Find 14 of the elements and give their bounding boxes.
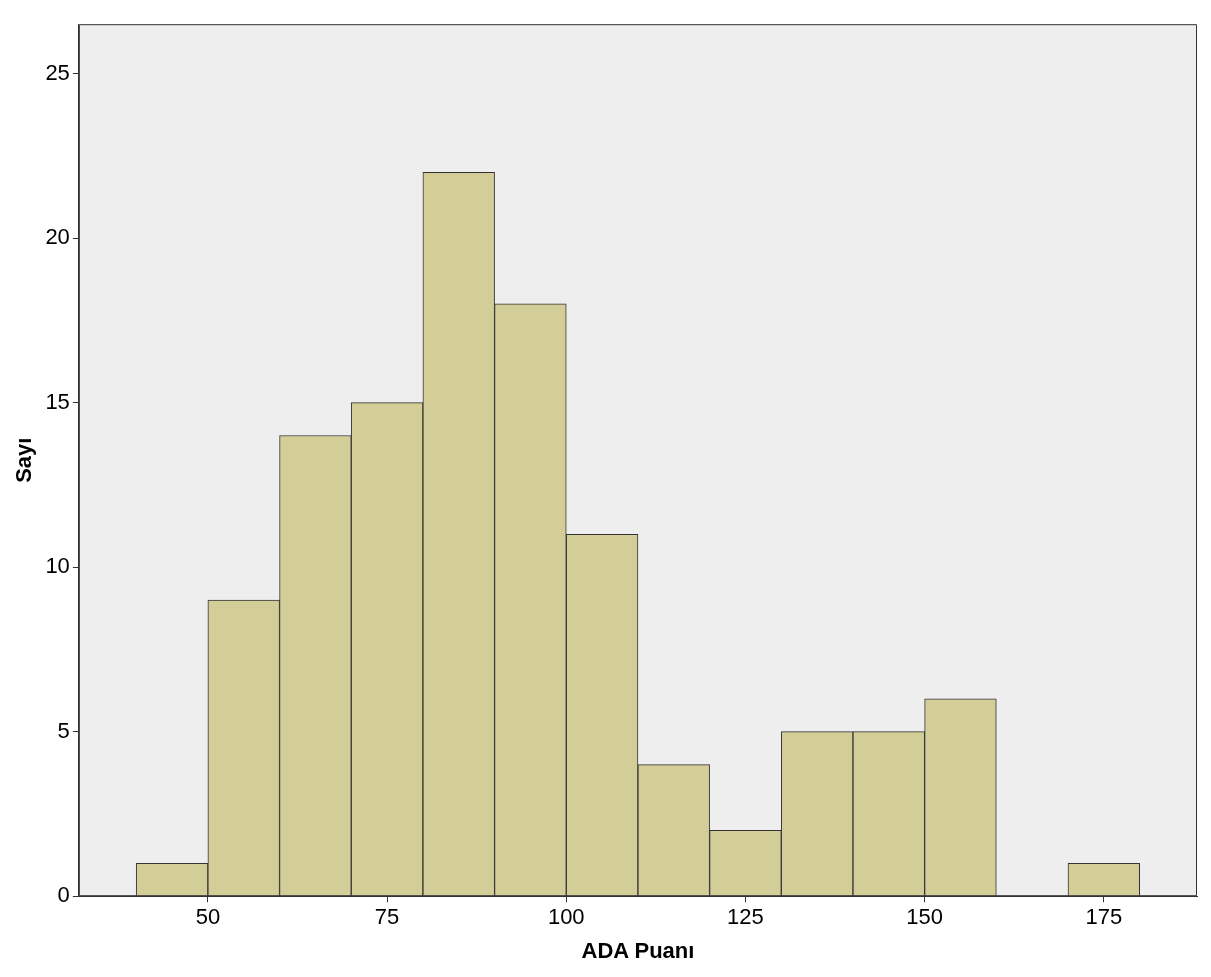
y-tick-label: 5 <box>57 717 70 743</box>
y-tick-label: 15 <box>45 388 70 414</box>
y-tick-label: 25 <box>45 59 70 85</box>
y-tick-label: 10 <box>45 553 70 579</box>
x-tick-label: 100 <box>547 904 585 930</box>
x-tick-label: 175 <box>1085 904 1123 930</box>
x-tick-label: 75 <box>374 904 400 930</box>
x-tick-label: 50 <box>195 904 221 930</box>
y-tick-label: 20 <box>45 224 70 250</box>
x-tick-label: 150 <box>906 904 943 930</box>
y-axis-title: Sayı <box>11 437 37 483</box>
x-axis-title: ADA Puanı <box>581 937 695 963</box>
y-tick-label: 0 <box>57 882 70 908</box>
x-tick-label: 125 <box>727 904 764 930</box>
